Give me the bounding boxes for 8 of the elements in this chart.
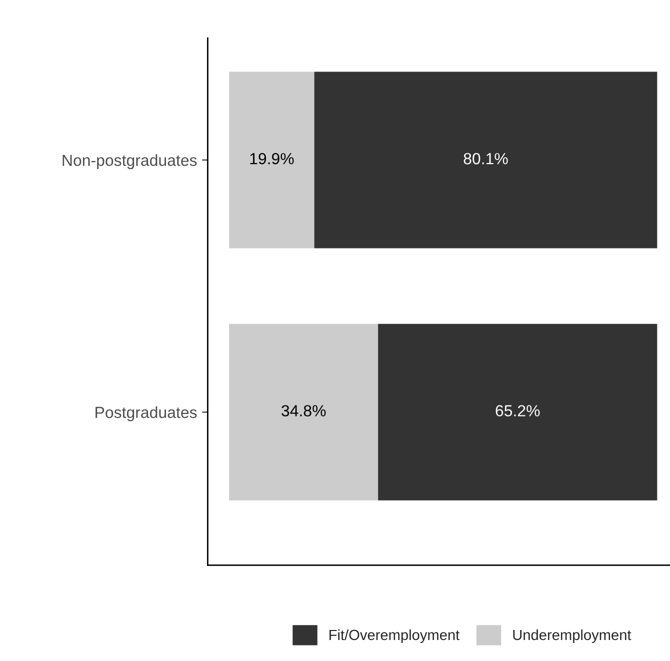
y-tick-label: Postgraduates [96,406,197,422]
data-label: 80.1% [464,153,508,164]
legend-label: Underemployment [513,629,632,643]
data-label: 19.9% [250,153,294,164]
legend-label: Fit/Overemployment [330,629,460,643]
data-label: 34.8% [282,405,326,416]
y-tick-label: Non-postgraduates [62,154,197,170]
data-label: 65.2% [496,405,540,416]
